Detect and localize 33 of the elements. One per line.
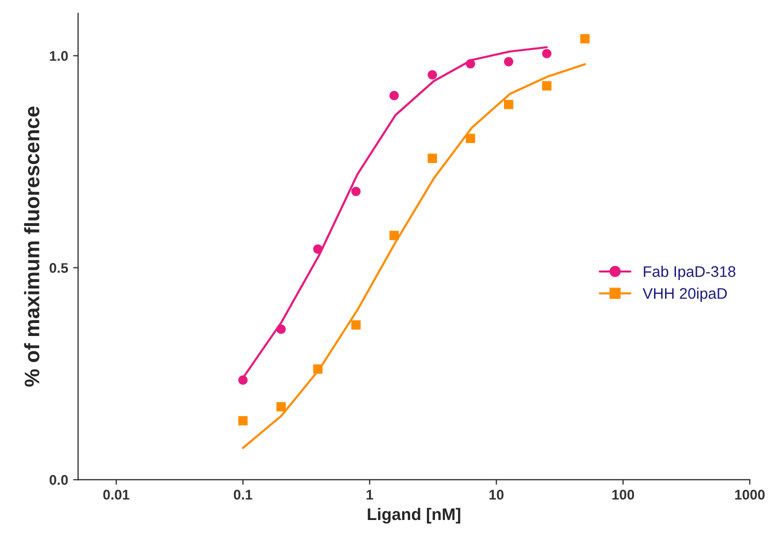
x-tick-label: 100 xyxy=(612,490,634,500)
point xyxy=(504,57,514,66)
point xyxy=(428,70,438,80)
legend-label: Fab IpaD-318 xyxy=(644,266,736,280)
point xyxy=(542,48,552,58)
point xyxy=(238,375,248,385)
x-tick-label: 1 xyxy=(366,490,374,500)
point xyxy=(580,34,590,44)
y-tick-label: 1.0 xyxy=(50,51,68,61)
point xyxy=(276,402,286,412)
x-tick-label: 10 xyxy=(490,490,504,500)
y-tick-label: 0.0 xyxy=(50,475,68,485)
point xyxy=(542,81,552,90)
line-series xyxy=(242,63,586,449)
y-tick-label: 0.5 xyxy=(50,263,68,273)
x-axis-title: Ligand [nM] xyxy=(368,508,460,524)
point xyxy=(238,416,248,426)
point xyxy=(276,324,286,334)
x-tick-label: 1000 xyxy=(735,490,765,500)
x-tick-label: 0.1 xyxy=(234,490,252,500)
point xyxy=(351,320,361,330)
point xyxy=(313,244,322,254)
point xyxy=(504,100,514,110)
point xyxy=(351,186,361,196)
x-tick-label: 0.01 xyxy=(103,490,130,500)
legend-label: VHH 20ipaD xyxy=(642,288,727,302)
point xyxy=(389,90,399,100)
point xyxy=(313,364,322,374)
point xyxy=(389,230,399,240)
point xyxy=(466,59,476,68)
point xyxy=(428,154,438,163)
point xyxy=(466,134,476,144)
y-axis-title: % of maximum fluorescence xyxy=(24,106,40,387)
